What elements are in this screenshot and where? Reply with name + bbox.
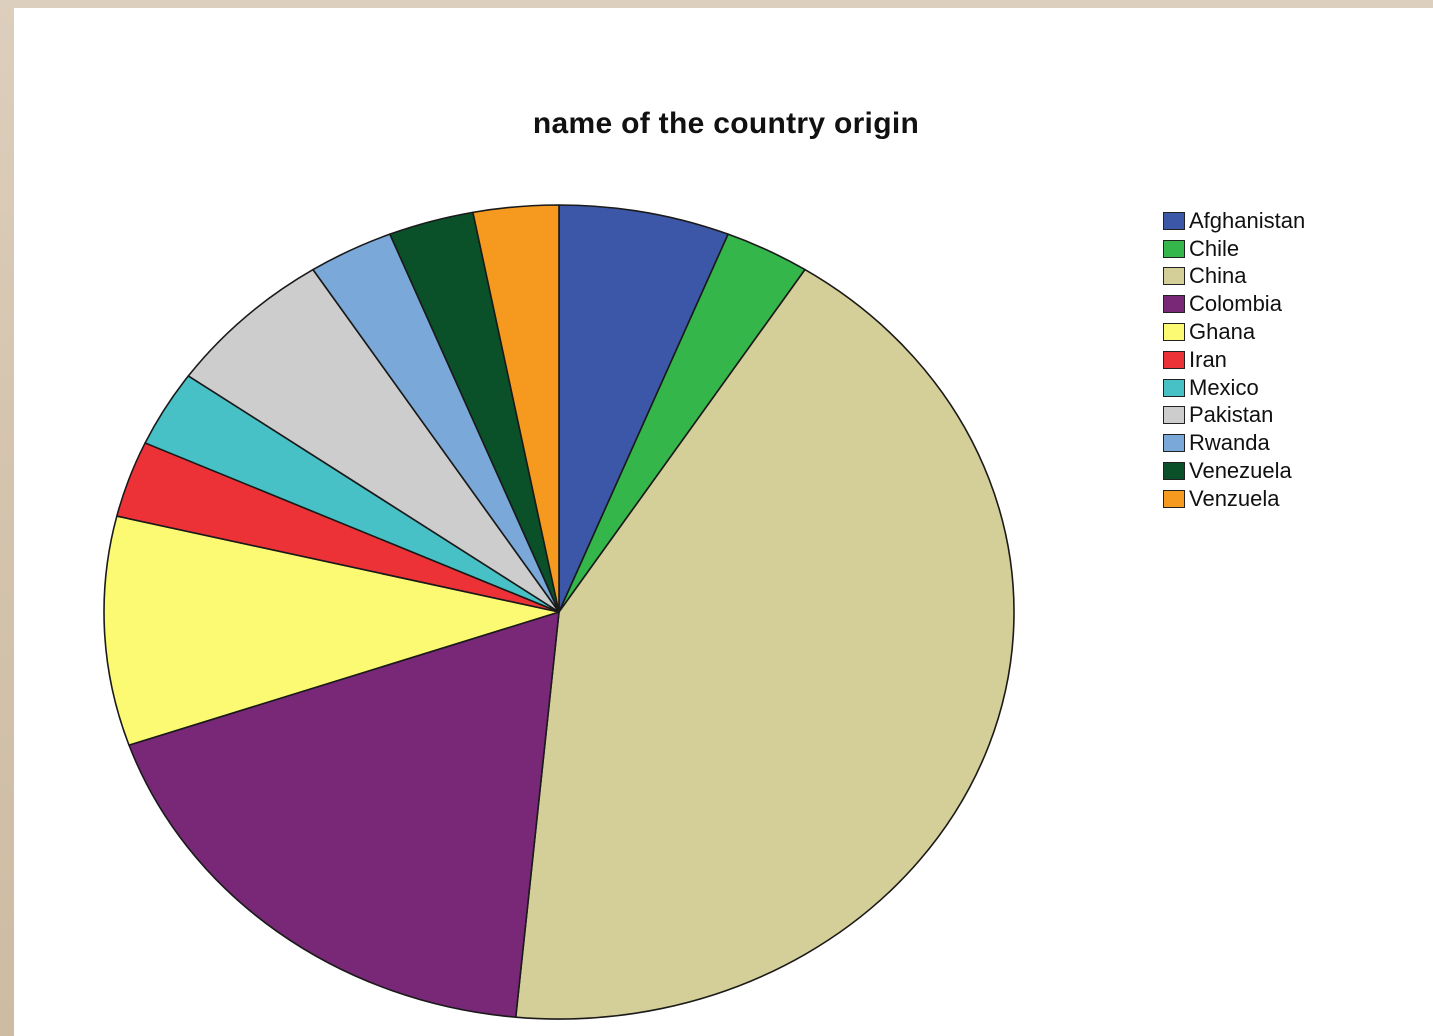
legend-swatch	[1163, 406, 1185, 425]
legend-swatch	[1163, 434, 1185, 453]
legend-label: Iran	[1189, 346, 1227, 372]
legend-item-mexico: Mexico	[1163, 374, 1305, 402]
pie-slice-ghana	[103, 515, 560, 746]
pie-slice-pakistan	[187, 268, 560, 613]
legend-item-iran: Iran	[1163, 346, 1305, 374]
legend-label: China	[1189, 263, 1247, 289]
legend-swatch	[1163, 350, 1185, 369]
legend-label: Rwanda	[1189, 430, 1270, 456]
legend-swatch	[1163, 211, 1185, 230]
legend-label: Mexico	[1189, 374, 1259, 400]
legend-swatch	[1163, 323, 1185, 342]
legend-item-pakistan: Pakistan	[1163, 402, 1305, 430]
legend-label: Venezuela	[1189, 458, 1292, 484]
legend-swatch	[1163, 295, 1185, 314]
legend-swatch	[1163, 378, 1185, 397]
legend-label: Colombia	[1189, 291, 1282, 317]
chart-legend: Afghanistan Chile China Colombia Ghana Iran Me…	[1163, 207, 1305, 513]
legend-item-colombia: Colombia	[1163, 290, 1305, 318]
pie-slice-china	[514, 268, 1015, 1020]
legend-item-rwanda: Rwanda	[1163, 429, 1305, 457]
legend-swatch	[1163, 489, 1185, 508]
legend-item-venzuela: Venzuela	[1163, 485, 1305, 513]
legend-label: Ghana	[1189, 319, 1256, 345]
pie-slice-afghanistan	[558, 204, 729, 613]
legend-swatch	[1163, 239, 1185, 258]
legend-item-chile: Chile	[1163, 235, 1305, 263]
chart-title: name of the country origin	[532, 107, 920, 140]
legend-item-venezuela: Venezuela	[1163, 457, 1305, 485]
legend-item-china: China	[1163, 263, 1305, 291]
legend-item-afghanistan: Afghanistan	[1163, 207, 1305, 235]
legend-label: Afghanistan	[1189, 207, 1306, 233]
legend-swatch	[1163, 267, 1185, 286]
legend-label: Pakistan	[1189, 402, 1274, 428]
legend-swatch	[1163, 462, 1185, 481]
legend-label: Venzuela	[1189, 485, 1280, 511]
pie-slice-colombia	[128, 611, 560, 1018]
pie-slice-venzuela	[472, 204, 560, 613]
legend-item-ghana: Ghana	[1163, 318, 1305, 346]
legend-label: Chile	[1189, 235, 1240, 261]
